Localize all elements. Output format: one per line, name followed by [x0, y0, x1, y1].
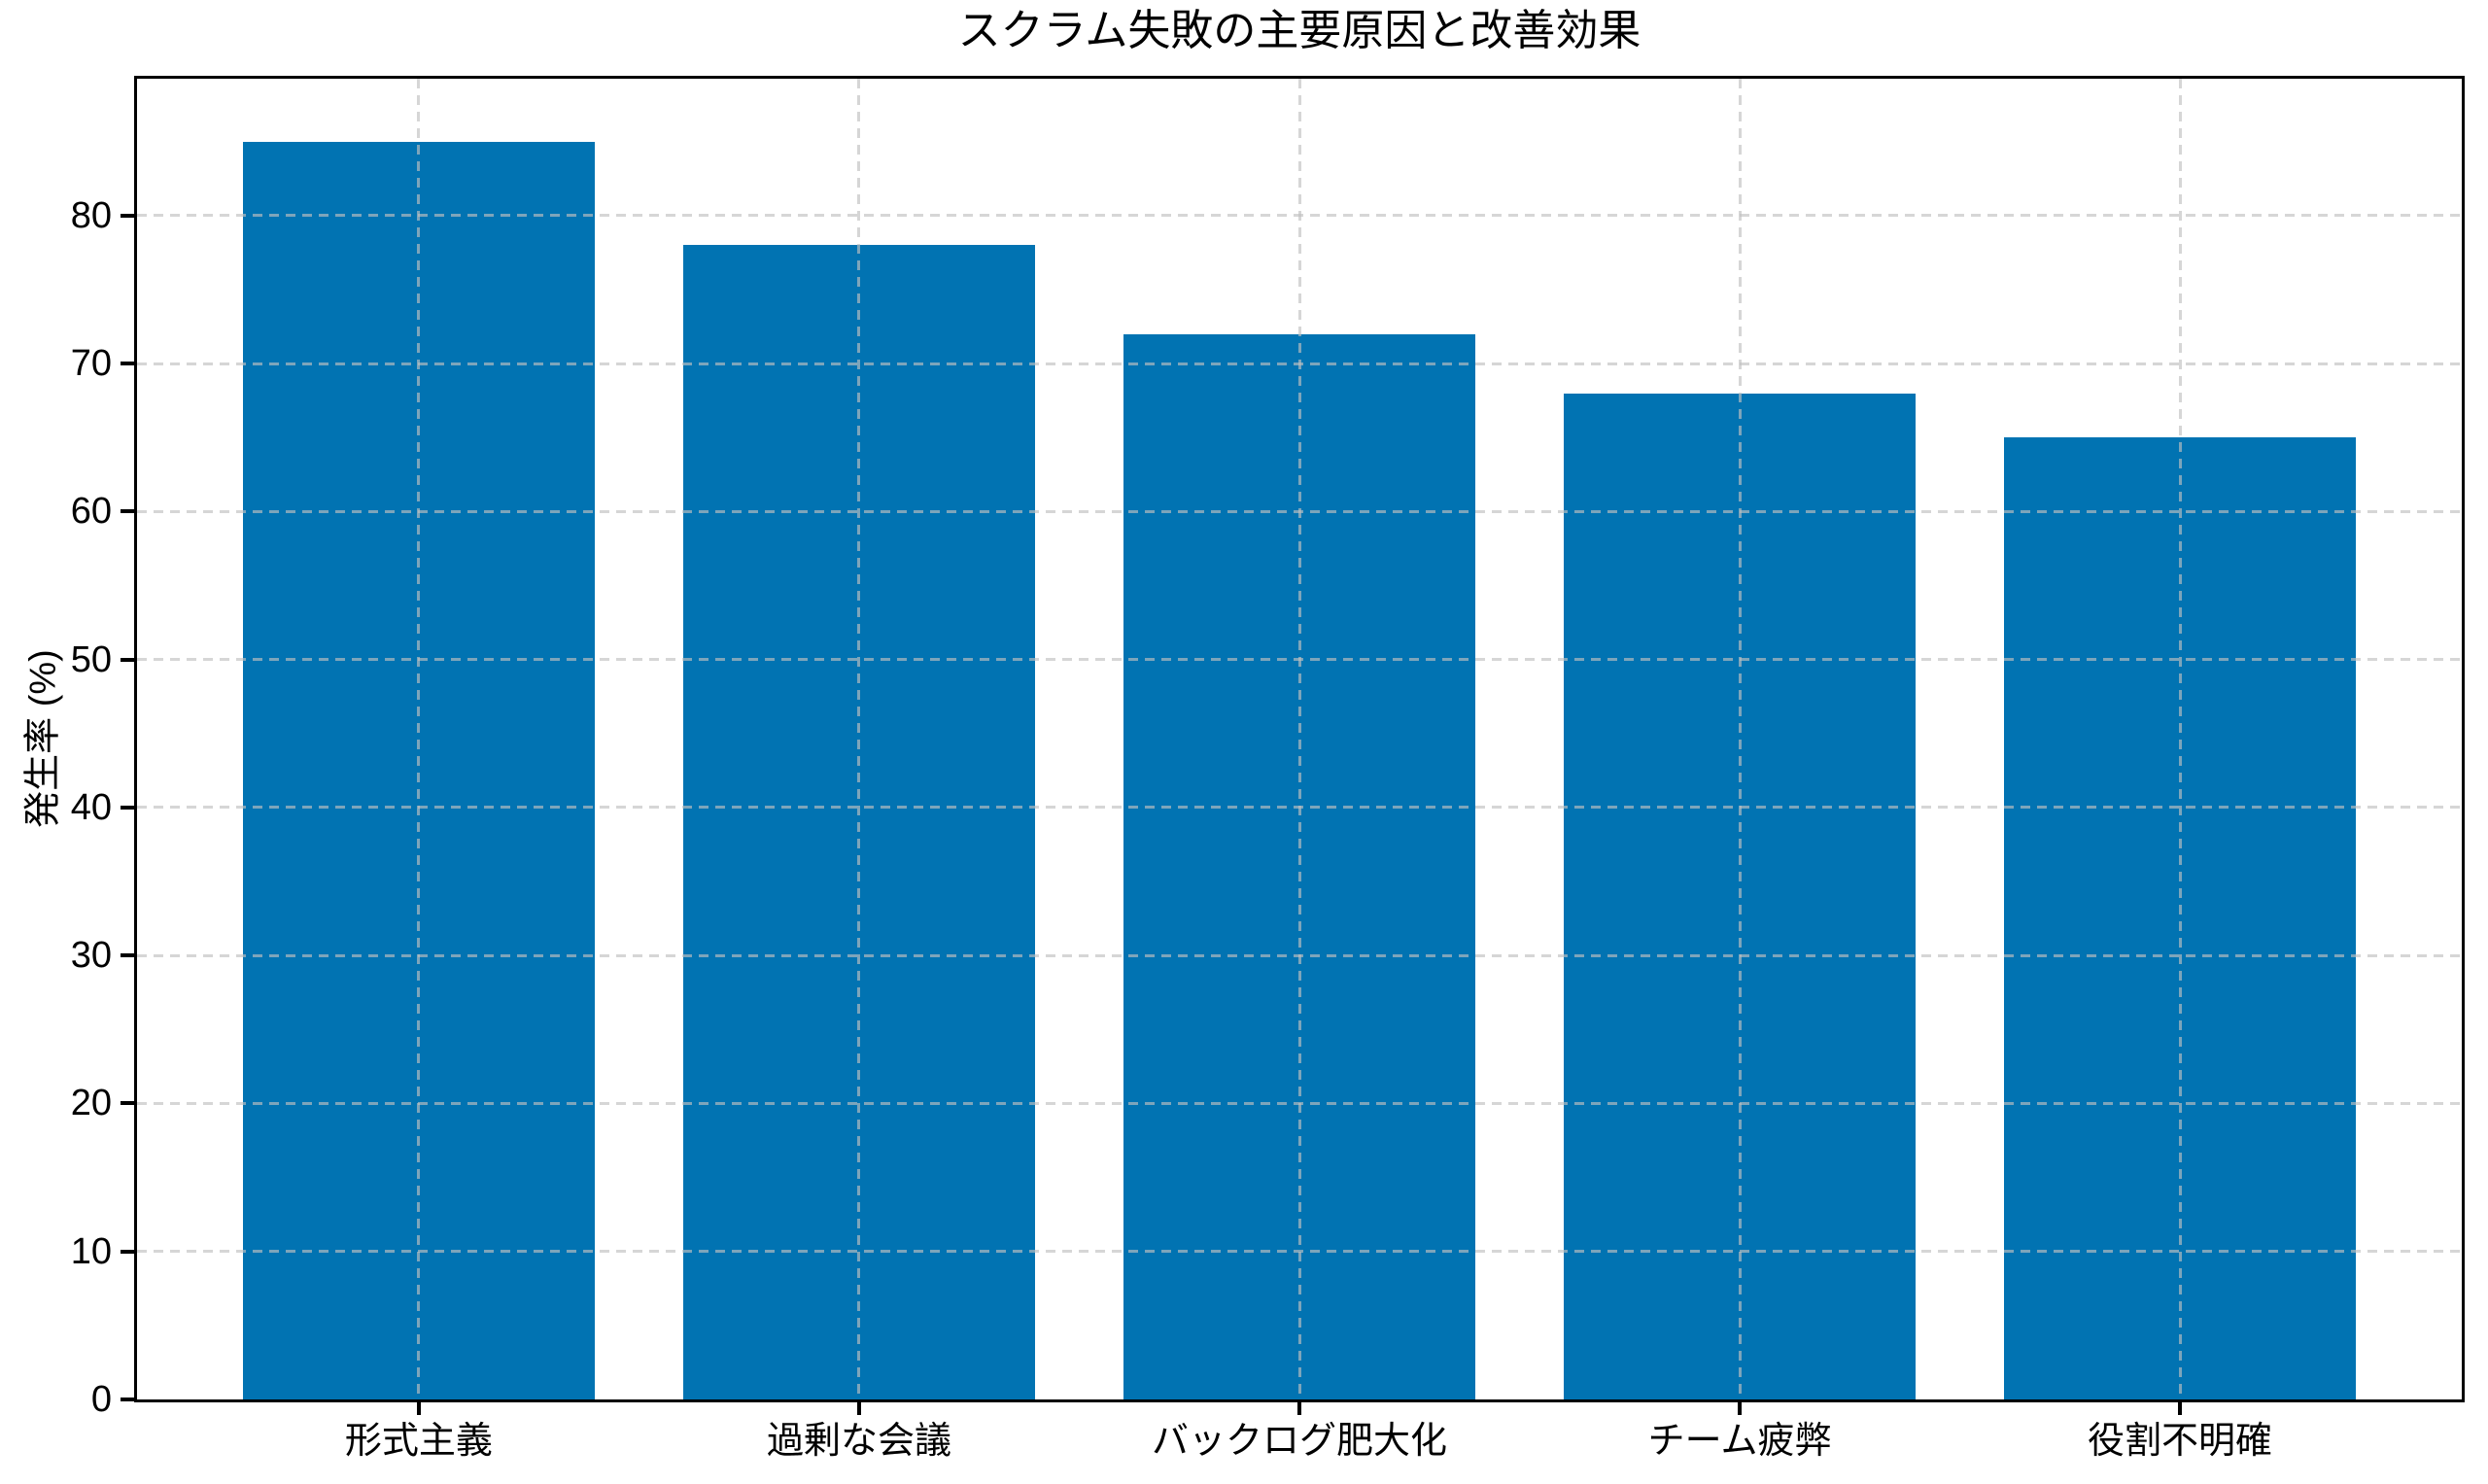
x-tick-mark: [856, 1400, 861, 1415]
y-tick-label: 70: [70, 343, 112, 385]
y-gridline: [137, 658, 2462, 662]
y-tick-mark: [121, 953, 137, 958]
axes-frame: [134, 76, 2465, 1402]
x-tick-mark: [1297, 1400, 1301, 1415]
y-tick-label: 30: [70, 935, 112, 977]
y-axis-label: 発生率 (%): [22, 649, 64, 828]
y-tick-label: 50: [70, 638, 112, 680]
y-gridline: [137, 953, 2462, 957]
y-tick-label: 20: [70, 1083, 112, 1124]
y-tick-mark: [121, 1101, 137, 1106]
y-tick-mark: [121, 213, 137, 218]
y-gridline: [137, 214, 2462, 218]
y-tick-mark: [121, 509, 137, 514]
x-tick-label: チーム疲弊: [1647, 1421, 1832, 1462]
plot-area: [137, 79, 2462, 1399]
y-tick-mark: [121, 362, 137, 366]
x-tick-mark: [1738, 1400, 1743, 1415]
x-gridline: [417, 79, 421, 1399]
y-tick-mark: [121, 1398, 137, 1401]
y-tick-label: 0: [90, 1379, 112, 1420]
x-gridline: [1738, 79, 1742, 1399]
x-gridline: [2178, 79, 2182, 1399]
chart-title: スクラム失敗の主要原因と改善効果: [957, 7, 1641, 54]
x-tick-label: 過剰な会議: [766, 1421, 951, 1462]
y-tick-mark: [121, 1249, 137, 1254]
x-tick-mark: [416, 1400, 421, 1415]
y-tick-label: 80: [70, 194, 112, 236]
y-gridline: [137, 1101, 2462, 1105]
y-gridline: [137, 806, 2462, 810]
x-gridline: [1297, 79, 1301, 1399]
x-tick-mark: [2178, 1400, 2183, 1415]
x-tick-label: バックログ肥大化: [1151, 1421, 1448, 1462]
x-gridline: [857, 79, 861, 1399]
y-gridline: [137, 362, 2462, 365]
y-gridline: [137, 1250, 2462, 1254]
x-tick-label: 役割不明確: [2088, 1421, 2273, 1462]
y-tick-mark: [121, 805, 137, 810]
y-tick-label: 40: [70, 786, 112, 828]
y-gridline: [137, 509, 2462, 513]
y-tick-label: 60: [70, 491, 112, 533]
x-tick-label: 形式主義: [344, 1421, 493, 1462]
y-tick-mark: [121, 657, 137, 662]
y-tick-label: 10: [70, 1230, 112, 1272]
